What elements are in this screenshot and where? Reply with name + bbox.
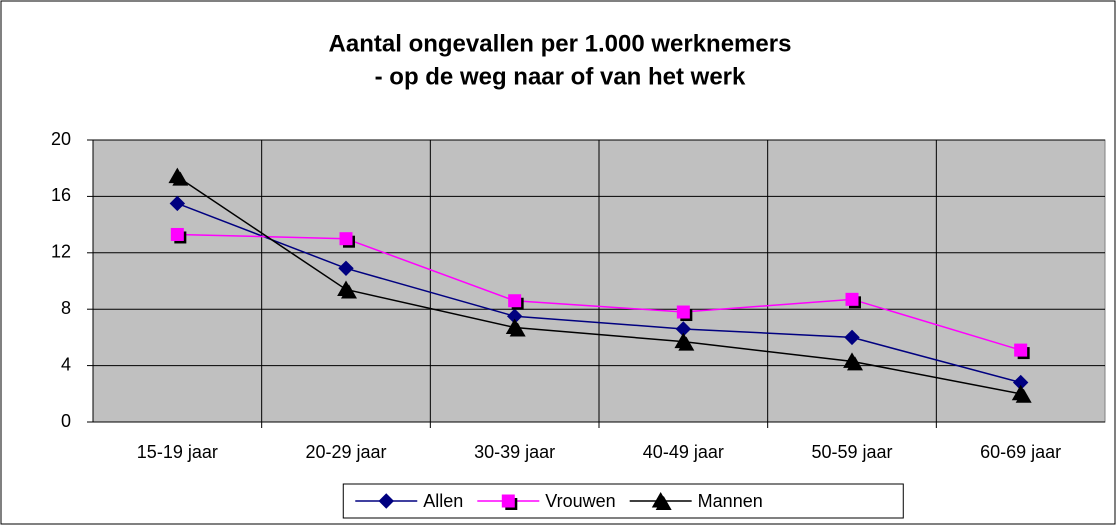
x-tick-label: 30-39 jaar	[474, 442, 555, 462]
marker	[168, 167, 187, 184]
y-tick-label: 0	[61, 411, 71, 431]
legend-label: Mannen	[698, 491, 763, 511]
marker	[843, 352, 861, 368]
y-tick-label: 12	[51, 242, 71, 262]
marker	[338, 260, 354, 277]
y-tick-label: 20	[51, 129, 71, 149]
x-tick-label: 15-19 jaar	[137, 442, 218, 462]
y-tick-label: 8	[61, 298, 71, 318]
marker	[845, 292, 859, 306]
chart-subtitle: - op de weg naar of van het werk	[375, 63, 746, 90]
x-tick-label: 20-29 jaar	[305, 442, 386, 462]
marker	[501, 494, 515, 508]
y-tick-label: 16	[51, 185, 71, 205]
legend	[342, 483, 904, 519]
marker	[676, 305, 690, 319]
marker	[170, 227, 184, 241]
marker	[339, 232, 353, 246]
marker	[674, 332, 693, 349]
marker	[337, 280, 355, 296]
marker	[508, 294, 522, 308]
series-line	[176, 176, 1021, 395]
legend-label: Vrouwen	[545, 491, 615, 511]
y-tick-label: 4	[61, 354, 71, 374]
legend-label: Allen	[423, 491, 463, 511]
marker	[1014, 343, 1028, 357]
x-tick-label: 40-49 jaar	[643, 442, 724, 462]
chart-title: Aantal ongevallen per 1.000 werknemers	[329, 30, 792, 57]
x-tick-label: 60-69 jaar	[980, 442, 1061, 462]
marker	[505, 318, 524, 335]
series-line	[177, 233, 1021, 351]
marker	[378, 493, 394, 509]
series-line	[177, 202, 1021, 384]
marker	[169, 195, 186, 212]
marker	[844, 329, 860, 346]
marker	[651, 491, 670, 508]
marker	[1011, 384, 1030, 401]
x-tick-label: 50-59 jaar	[811, 442, 892, 462]
